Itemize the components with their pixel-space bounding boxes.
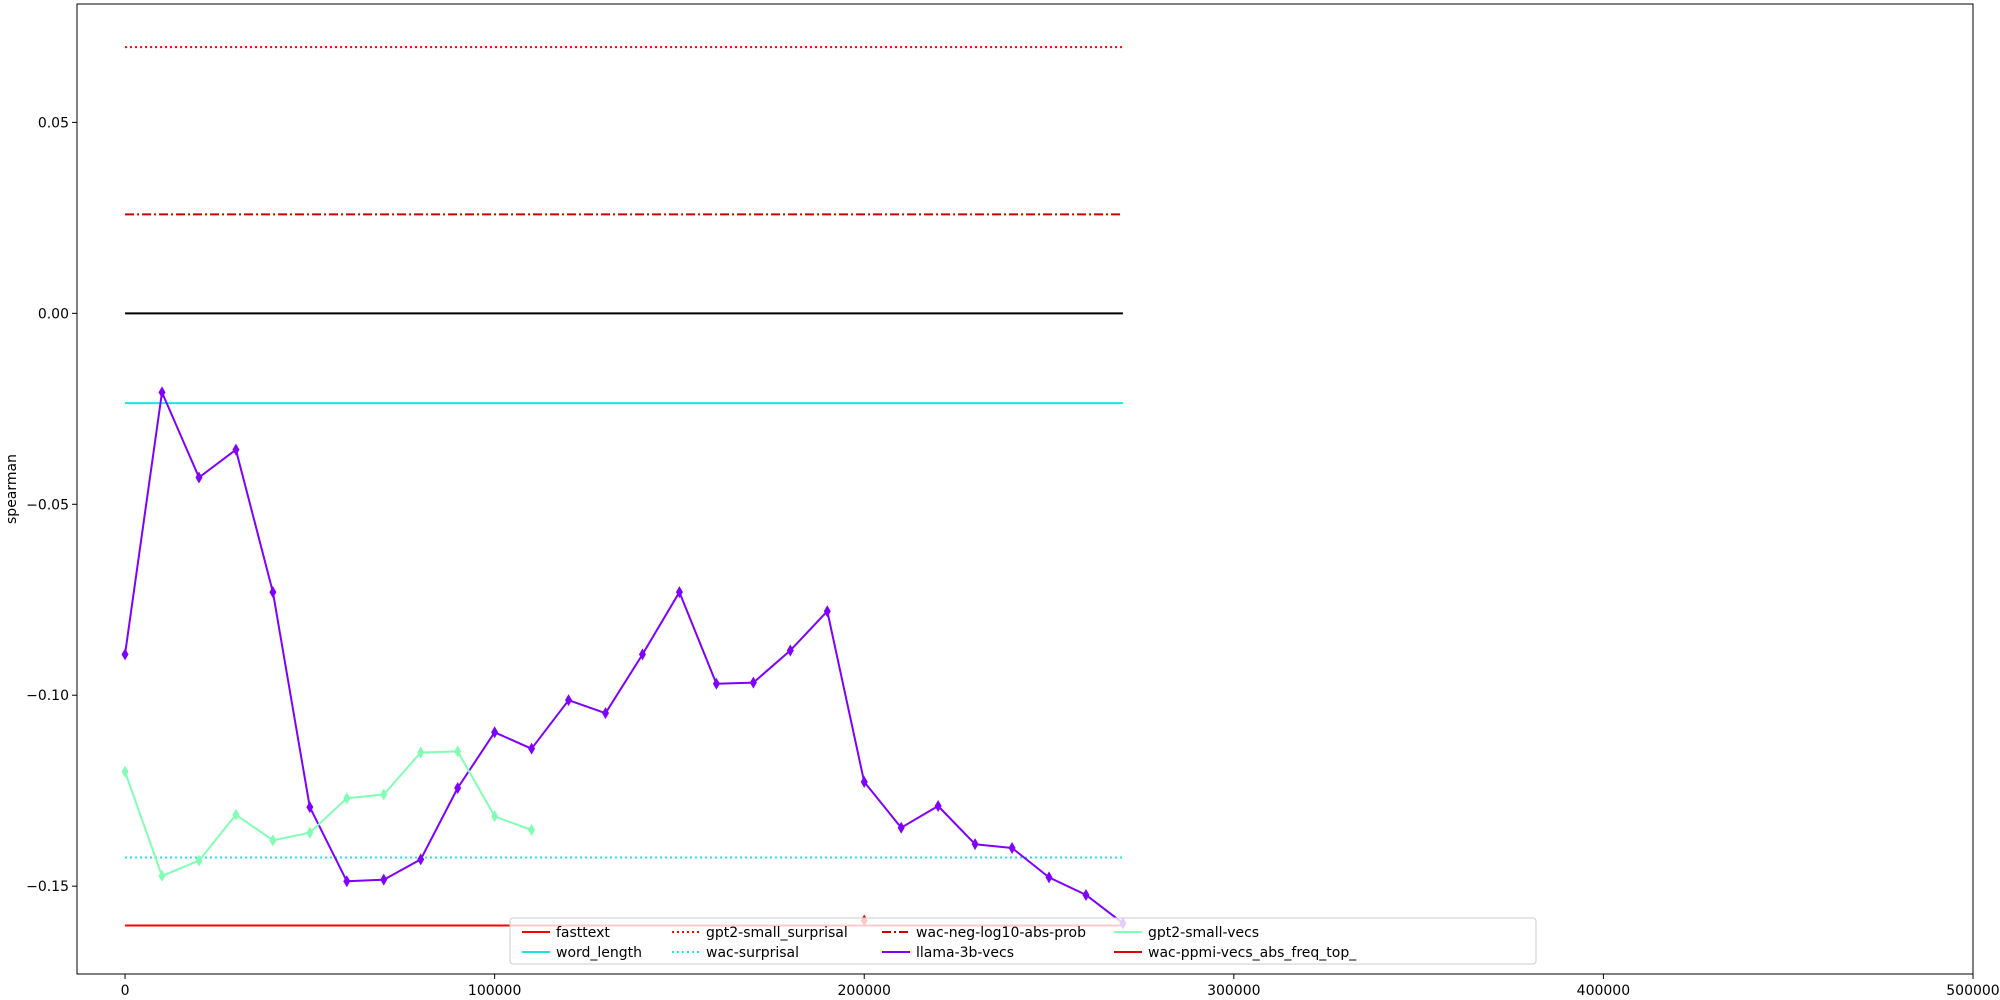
legend-label-gpt2-small-surprisal: gpt2-small_surprisal	[706, 925, 848, 941]
data-point-llama-3b-vecs	[528, 742, 536, 755]
x-tick-label: 100000	[468, 983, 521, 999]
data-point-llama-3b-vecs	[675, 586, 683, 599]
series-line-llama-3b-vecs	[124, 391, 1124, 924]
plot-area	[76, 3, 1974, 975]
data-point-gpt2-small-vecs	[158, 869, 166, 882]
data-point-gpt2-small-vecs	[343, 792, 351, 805]
legend-label-fasttext: fasttext	[556, 925, 610, 941]
x-tick-label: 300000	[1207, 983, 1260, 999]
data-point-gpt2-small-vecs	[195, 854, 203, 867]
data-point-llama-3b-vecs	[1008, 841, 1016, 854]
x-tick-label: 500000	[1946, 983, 1999, 999]
data-point-llama-3b-vecs	[380, 873, 388, 886]
data-point-llama-3b-vecs	[860, 775, 868, 788]
data-point-llama-3b-vecs	[232, 443, 240, 456]
data-point-llama-3b-vecs	[306, 801, 314, 814]
legend: fasttextword_lengthgpt2-small_surprisalw…	[509, 917, 1537, 965]
data-point-llama-3b-vecs	[195, 471, 203, 484]
data-point-gpt2-small-vecs	[380, 788, 388, 801]
y-axis-label: spearman	[4, 454, 20, 524]
legend-label-llama-3b-vecs: llama-3b-vecs	[916, 945, 1014, 961]
legend-label-gpt2-small-vecs: gpt2-small-vecs	[1148, 925, 1259, 941]
data-point-llama-3b-vecs	[712, 677, 720, 690]
y-tick-label: 0.00	[38, 306, 69, 322]
data-point-llama-3b-vecs	[454, 782, 462, 795]
legend-label-wac-ppmi-vecs-abs-freq-top: wac-ppmi-vecs_abs_freq_top_	[1148, 945, 1357, 961]
x-tick-label: 200000	[838, 983, 891, 999]
data-point-gpt2-small-vecs	[528, 824, 536, 837]
y-axis: −0.15 −0.10 −0.05 0.00 0.05	[26, 115, 77, 895]
legend-frame	[509, 917, 1537, 965]
x-axis: 0 100000 200000 300000 400000 500000	[121, 974, 2000, 999]
data-point-gpt2-small-vecs	[121, 765, 129, 778]
data-point-llama-3b-vecs	[749, 676, 757, 689]
series-line-gpt2-small-vecs	[124, 750, 532, 877]
data-point-llama-3b-vecs	[565, 694, 573, 707]
data-point-llama-3b-vecs	[934, 799, 942, 812]
data-point-gpt2-small-vecs	[232, 808, 240, 821]
data-point-llama-3b-vecs	[1082, 888, 1090, 901]
y-tick-label: 0.05	[38, 115, 69, 131]
legend-label-word-length: word_length	[556, 945, 642, 961]
data-point-gpt2-small-vecs	[454, 745, 462, 758]
data-point-llama-3b-vecs	[121, 648, 129, 661]
data-point-llama-3b-vecs	[1045, 871, 1053, 884]
data-point-gpt2-small-vecs	[306, 826, 314, 839]
data-point-llama-3b-vecs	[602, 707, 610, 720]
data-point-llama-3b-vecs	[269, 586, 277, 599]
data-point-llama-3b-vecs	[971, 838, 979, 851]
data-point-llama-3b-vecs	[491, 726, 499, 739]
data-point-llama-3b-vecs	[417, 853, 425, 866]
data-point-gpt2-small-vecs	[269, 834, 277, 847]
x-tick-label: 0	[121, 983, 130, 999]
y-tick-label: −0.10	[26, 688, 69, 704]
legend-label-wac-surprisal: wac-surprisal	[706, 945, 799, 961]
y-tick-label: −0.05	[26, 497, 69, 513]
data-point-llama-3b-vecs	[638, 648, 646, 661]
data-point-llama-3b-vecs	[786, 644, 794, 657]
data-point-gpt2-small-vecs	[491, 810, 499, 823]
x-tick-label: 400000	[1577, 983, 1630, 999]
data-point-llama-3b-vecs	[897, 821, 905, 834]
data-point-llama-3b-vecs	[343, 875, 351, 888]
data-point-llama-3b-vecs	[823, 605, 831, 618]
legend-label-wac-neg-log10-abs-prob: wac-neg-log10-abs-prob	[916, 925, 1086, 941]
data-point-llama-3b-vecs	[158, 386, 166, 399]
data-point-gpt2-small-vecs	[417, 746, 425, 759]
y-tick-label: −0.15	[26, 879, 69, 895]
